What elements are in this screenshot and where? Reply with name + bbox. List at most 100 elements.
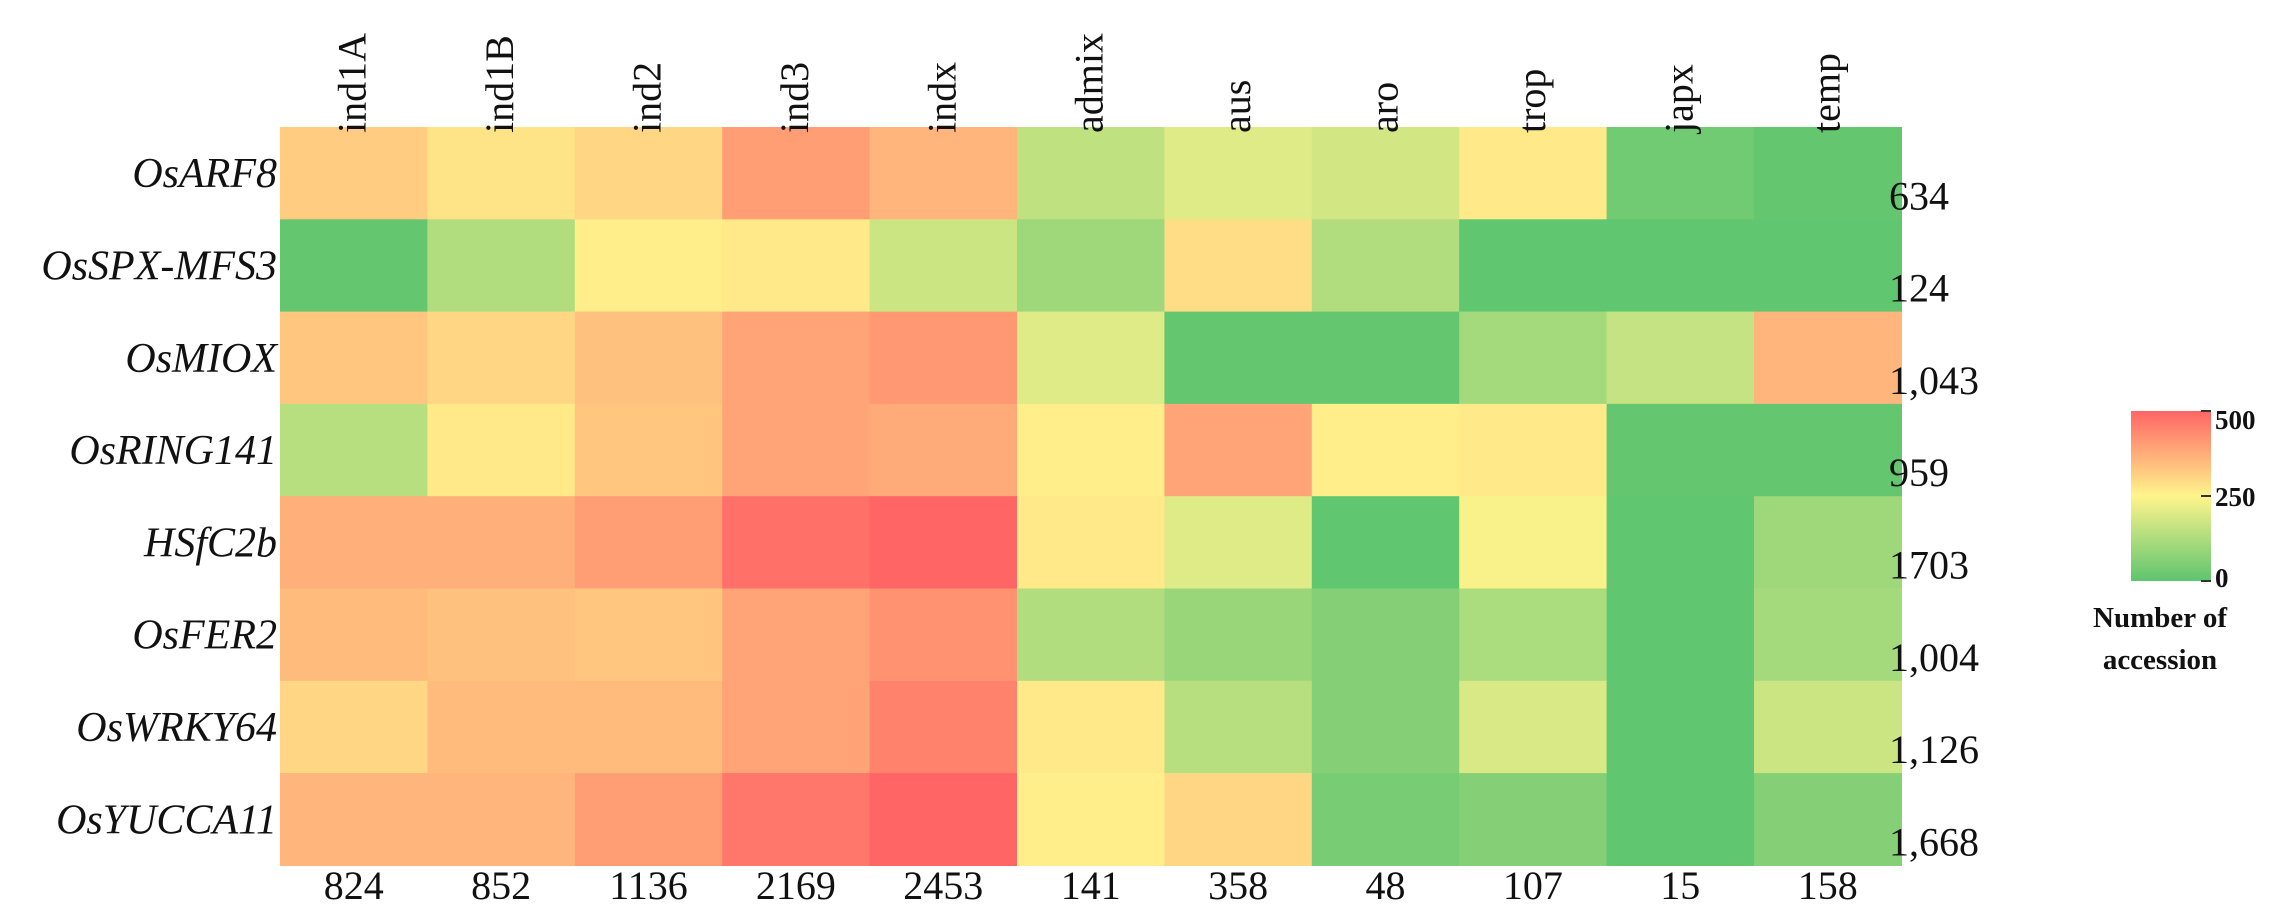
heatmap-cell — [1754, 127, 1902, 220]
heatmap-cell — [1606, 588, 1755, 682]
row-total: 1703 — [1889, 543, 1969, 588]
row-label: OsRING141 — [69, 428, 277, 474]
row-total: 1,668 — [1889, 819, 1979, 864]
row-total: 1,126 — [1889, 727, 1979, 772]
column-label: ind3 — [772, 62, 817, 133]
column-label: admix — [1067, 33, 1112, 133]
column-total: 358 — [1208, 863, 1268, 904]
heatmap-cell — [574, 403, 723, 497]
row-total: 959 — [1889, 450, 1949, 495]
row-label: HSfC2b — [143, 520, 277, 566]
heatmap-cell — [280, 127, 428, 220]
heatmap-cell — [722, 680, 871, 774]
column-label: trop — [1509, 69, 1554, 133]
heatmap-cell — [427, 680, 576, 774]
row-total: 1,004 — [1889, 635, 1979, 680]
column-label: japx — [1656, 64, 1701, 135]
column-total: 141 — [1061, 863, 1121, 904]
heatmap-cell — [1459, 773, 1608, 866]
heatmap-cell — [280, 680, 428, 774]
column-label: aus — [1214, 80, 1259, 133]
column-total: 107 — [1503, 863, 1563, 904]
column-total: 852 — [471, 863, 531, 904]
column-total: 2453 — [903, 863, 983, 904]
heatmap-cell — [722, 496, 871, 590]
column-label: temp — [1804, 53, 1849, 133]
heatmap-cell — [1017, 311, 1165, 405]
column-total: 824 — [324, 863, 384, 904]
heatmap-cell — [869, 311, 1018, 405]
heatmap-cell — [574, 588, 723, 682]
heatmap-cell — [1754, 311, 1902, 405]
heatmap-cell — [1311, 219, 1460, 313]
heatmap-cell — [1754, 773, 1902, 866]
heatmap-cell — [1311, 773, 1460, 866]
heatmap-cell — [1459, 403, 1608, 497]
heatmap-cell — [869, 127, 1018, 220]
heatmap-cell — [280, 773, 428, 866]
column-label: ind1A — [330, 33, 375, 133]
row-label: OsFER2 — [132, 613, 277, 659]
heatmap-cell — [1606, 403, 1755, 497]
colorbar-gradient — [2131, 411, 2211, 581]
heatmap-cell — [869, 588, 1018, 682]
heatmap-cell — [1017, 127, 1165, 220]
heatmap-cell — [869, 403, 1018, 497]
heatmap-cell — [1164, 588, 1313, 682]
heatmap-cell — [1311, 496, 1460, 590]
column-label: indx — [919, 62, 964, 133]
colorbar-label-line1: Number of — [2093, 602, 2227, 634]
row-label: OsSPX-MFS3 — [41, 243, 277, 289]
row-total: 1,043 — [1889, 358, 1979, 403]
row-label: OsMIOX — [125, 336, 279, 382]
heatmap-cell — [280, 219, 428, 313]
heatmap-cell — [280, 403, 428, 497]
heatmap-cell — [1459, 680, 1608, 774]
heatmap-cell — [869, 680, 1018, 774]
heatmap-cell — [1311, 311, 1460, 405]
heatmap-cell — [427, 773, 576, 866]
heatmap-cell — [722, 311, 871, 405]
heatmap-cell — [722, 588, 871, 682]
heatmap-cell — [1459, 311, 1608, 405]
colorbar: 0 250 500 Number of accession — [2093, 405, 2255, 676]
heatmap-cell — [722, 219, 871, 313]
heatmap-cell — [574, 127, 723, 220]
heatmap-cell — [574, 496, 723, 590]
heatmap-cell — [1311, 403, 1460, 497]
heatmap-cells — [280, 127, 1902, 866]
column-label: ind1B — [477, 35, 522, 133]
colorbar-label-line2: accession — [2103, 644, 2217, 676]
heatmap-cell — [1164, 496, 1313, 590]
colorbar-tick-label: 500 — [2215, 405, 2256, 435]
colorbar-tick-label: 250 — [2215, 482, 2256, 512]
heatmap-cell — [280, 496, 428, 590]
row-label: OsARF8 — [132, 151, 277, 197]
heatmap-cell — [574, 219, 723, 313]
column-label: aro — [1362, 82, 1407, 133]
heatmap-cell — [280, 311, 428, 405]
heatmap-cell — [1164, 311, 1313, 405]
heatmap-cell — [427, 219, 576, 313]
heatmap-cell — [1164, 680, 1313, 774]
heatmap-cell — [722, 127, 871, 220]
heatmap-cell — [1754, 496, 1902, 590]
heatmap-cell — [722, 403, 871, 497]
row-labels: OsARF8 OsSPX-MFS3 OsMIOX OsRING141 HSfC2b OsF… — [41, 151, 279, 843]
heatmap-cell — [1606, 127, 1755, 220]
heatmap-cell — [1311, 588, 1460, 682]
row-total: 634 — [1889, 173, 1949, 218]
heatmap-cell — [1164, 773, 1313, 866]
heatmap-cell — [1606, 311, 1755, 405]
column-labels: ind1A ind1B ind2 ind3 indx admix aus aro trop jap… — [330, 33, 1849, 135]
column-total: 1136 — [609, 863, 688, 904]
heatmap-cell — [1754, 219, 1902, 313]
heatmap-cell — [280, 588, 428, 682]
heatmap-cell — [722, 773, 871, 866]
heatmap-cell — [427, 127, 576, 220]
column-total: 48 — [1366, 863, 1406, 904]
heatmap-cell — [869, 773, 1018, 866]
heatmap-cell — [1754, 588, 1902, 682]
heatmap-cell — [1459, 219, 1608, 313]
